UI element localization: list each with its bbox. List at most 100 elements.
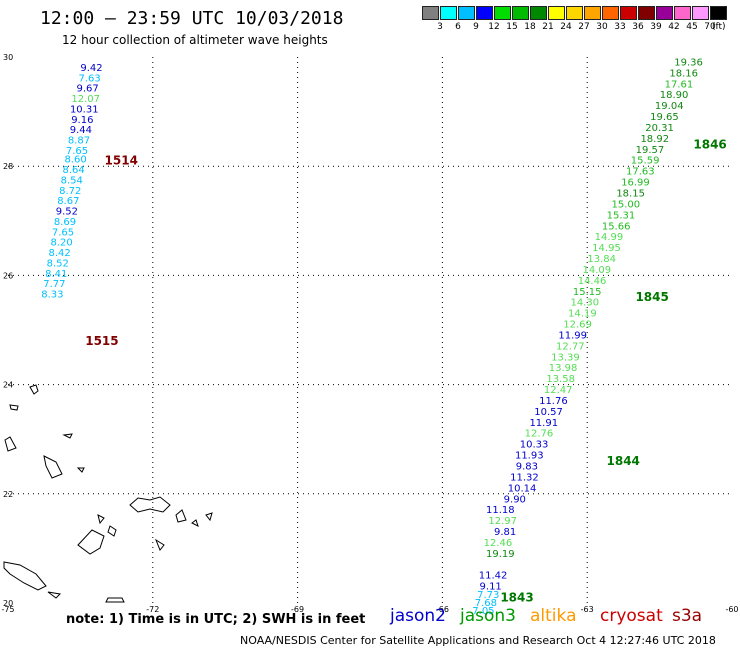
legend-label: 39	[650, 22, 662, 32]
swh-value: 16.99	[621, 178, 650, 189]
swh-value: 7.68	[475, 598, 497, 609]
satellite-name: jason2	[390, 606, 446, 626]
swh-value: 14.95	[592, 243, 621, 254]
swh-value: 15.00	[611, 199, 640, 210]
legend-label: 18	[524, 22, 536, 32]
swh-value: 11.91	[529, 418, 558, 429]
swh-value: 14.99	[595, 232, 624, 243]
swh-value: 18.90	[660, 90, 689, 101]
swh-value: 20.31	[645, 123, 674, 134]
swh-value: 10.14	[508, 483, 537, 494]
swh-value: 11.32	[510, 472, 539, 483]
swh-value: 15.31	[607, 210, 636, 221]
legend-label: 27	[578, 22, 590, 32]
swh-value: 11.99	[558, 330, 587, 341]
swh-value: 12.69	[563, 320, 592, 331]
lon-tick-label: -72	[146, 605, 159, 614]
swh-value: 8.42	[49, 248, 71, 259]
pass-time-label: 1844	[607, 454, 640, 468]
swh-value: 7.77	[43, 279, 65, 290]
swh-value: 7.63	[78, 73, 100, 84]
legend-swatch	[548, 6, 565, 20]
satellite-name: altika	[530, 606, 577, 626]
swh-value: 11.42	[479, 571, 508, 582]
swh-value: 18.92	[640, 134, 669, 145]
pass-time-label: 1514	[105, 154, 138, 168]
coastline	[3, 384, 213, 603]
pass-time-label: 1846	[693, 137, 726, 151]
swh-value: 17.61	[665, 79, 694, 90]
legend-label: 3	[437, 22, 443, 32]
swh-value: 8.41	[45, 269, 67, 280]
lon-tick-label: -75	[1, 605, 14, 614]
swh-value: 7.65	[52, 227, 74, 238]
swh-value: 18.15	[616, 189, 645, 200]
lat-tick-label: 22	[3, 490, 13, 499]
swh-value: 8.33	[41, 290, 63, 301]
legend-labels: 3 6 9 12 15 18 21 24 27 30 33 36 39 42 45 70	[422, 22, 719, 32]
satellite-name: s3a	[672, 606, 703, 626]
swh-value: 8.20	[50, 238, 72, 249]
legend-label: 30	[596, 22, 608, 32]
color-legend	[422, 6, 728, 20]
swh-value: 17.63	[626, 167, 655, 178]
swh-value: 9.67	[77, 84, 99, 95]
legend-swatch	[620, 6, 637, 20]
swh-value: 11.18	[486, 505, 515, 516]
swh-value: 12.76	[525, 429, 554, 440]
swh-value: 14.30	[570, 298, 599, 309]
swh-value: 7.73	[477, 590, 499, 601]
lat-tick-label: 24	[3, 381, 13, 390]
swh-value: 8.54	[61, 175, 83, 186]
pass-time-label: 1845	[635, 290, 668, 304]
lat-tick-label: 20	[3, 599, 13, 608]
legend-swatch	[638, 6, 655, 20]
legend-swatch	[656, 6, 673, 20]
pass-time-label: 1843	[500, 591, 533, 605]
legend-label: 24	[560, 22, 572, 32]
swh-value: 9.11	[480, 582, 502, 593]
swh-value: 8.69	[54, 217, 76, 228]
swh-value: 19.19	[486, 549, 515, 560]
legend-label: 6	[455, 22, 461, 32]
legend-label: 45	[686, 22, 698, 32]
lat-tick-label: 30	[3, 53, 13, 62]
legend-label: 36	[632, 22, 644, 32]
lon-tick-label: -69	[291, 605, 304, 614]
swh-value: 8.87	[68, 136, 90, 147]
legend-swatch	[440, 6, 457, 20]
legend-swatch	[674, 6, 691, 20]
swh-value: 12.07	[71, 94, 100, 105]
lon-tick-label: -60	[725, 605, 738, 614]
legend-swatch	[512, 6, 529, 20]
lat-tick-label: 26	[3, 271, 13, 280]
swh-value: 19.36	[674, 57, 703, 68]
legend-swatch	[458, 6, 475, 20]
legend-swatch	[530, 6, 547, 20]
map-subtitle: 12 hour collection of altimeter wave hei…	[62, 33, 328, 47]
legend-label: 42	[668, 22, 680, 32]
legend-label: 33	[614, 22, 626, 32]
swh-value: 10.57	[534, 407, 563, 418]
lat-tick-label: 28	[3, 162, 13, 171]
swh-value: 19.57	[636, 145, 665, 156]
swh-value: 13.58	[546, 374, 575, 385]
footer-credit: NOAA/NESDIS Center for Satellite Applica…	[240, 634, 716, 647]
swh-value: 9.52	[56, 207, 78, 218]
swh-value: 9.83	[516, 462, 538, 473]
lon-tick-label: -66	[436, 605, 449, 614]
legend-swatch	[476, 6, 493, 20]
swh-value: 14.09	[583, 265, 612, 276]
swh-value: 11.76	[539, 396, 568, 407]
pass-time-label: 1515	[85, 334, 118, 348]
swh-value: 12.47	[544, 385, 573, 396]
legend-label: 9	[473, 22, 479, 32]
swh-value: 15.66	[602, 221, 631, 232]
swh-value: 8.72	[59, 186, 81, 197]
swh-value: 13.84	[587, 254, 616, 265]
swh-value: 10.31	[70, 104, 99, 115]
swh-value: 8.64	[63, 165, 85, 176]
swh-value: 13.39	[551, 352, 580, 363]
legend-unit: (ft)	[712, 22, 726, 32]
swh-value: 18.16	[669, 68, 698, 79]
